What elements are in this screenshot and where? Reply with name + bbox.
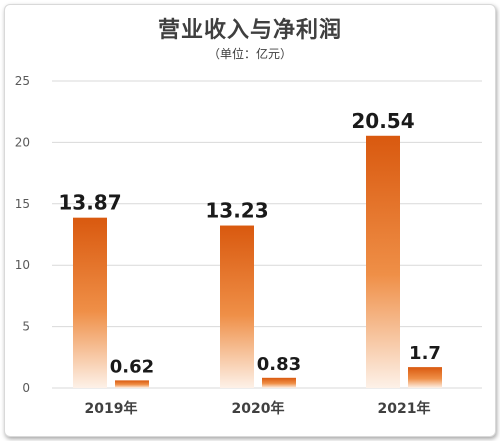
chart-title: 营业收入与净利润 (157, 18, 342, 43)
y-tick-label: 15 (15, 197, 30, 211)
x-category-label: 2021年 (378, 400, 431, 417)
y-tick-label: 0 (22, 381, 30, 395)
bar-series2-3 (408, 367, 442, 388)
data-label: 13.87 (58, 191, 121, 215)
bar-series2-1 (115, 380, 149, 388)
chart-subtitle: （单位：亿元） (207, 47, 292, 61)
y-tick-label: 10 (15, 258, 30, 272)
bar-series1-3 (366, 135, 400, 388)
data-label: 20.54 (351, 109, 414, 133)
bar-series2-2 (262, 377, 296, 388)
data-labels: 13.87 0.62 13.23 0.83 20.54 1.7 (58, 109, 441, 378)
bars (73, 135, 442, 388)
bar-series1-1 (73, 217, 107, 388)
x-category-label: 2020年 (232, 400, 285, 417)
data-label: 13.23 (205, 199, 268, 223)
gridlines (52, 80, 482, 389)
data-label: 0.62 (110, 356, 154, 377)
x-category-label: 2019年 (85, 400, 138, 417)
y-tick-label: 25 (15, 74, 30, 88)
data-label: 1.7 (409, 343, 441, 364)
y-tick-label: 5 (22, 320, 30, 334)
y-tick-label: 20 (15, 135, 30, 149)
x-axis-categories: 2019年 2020年 2021年 (85, 400, 431, 417)
data-label: 0.83 (257, 354, 301, 375)
y-axis-ticks: 0 5 10 15 20 25 (15, 74, 30, 395)
bar-series1-2 (220, 225, 254, 388)
